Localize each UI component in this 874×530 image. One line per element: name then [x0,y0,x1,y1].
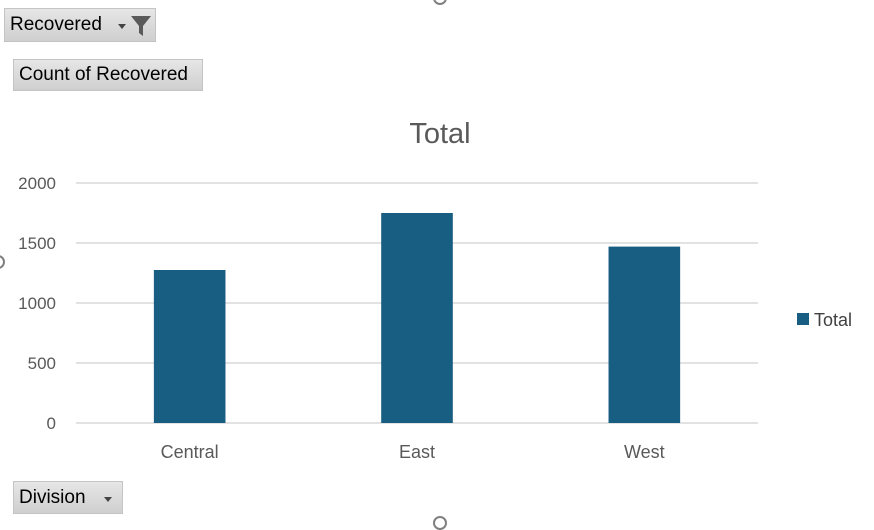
y-tick-label: 1000 [18,294,56,313]
axis-field-button[interactable]: Division [13,481,123,514]
filter-field-button[interactable]: Recovered [4,8,156,42]
value-field-button[interactable]: Count of Recovered [13,59,203,91]
x-category-label: East [399,442,435,462]
y-tick-label: 2000 [18,174,56,193]
y-axis-ticks: 0 500 1000 1500 2000 [18,174,56,433]
x-axis-labels: Central East West [161,442,665,462]
value-field-label: Count of Recovered [19,64,188,85]
axis-field-label: Division [19,486,86,508]
bar-central[interactable] [153,270,226,423]
y-tick-label: 1500 [18,234,56,253]
legend[interactable]: Total [797,310,852,330]
legend-label: Total [814,310,852,330]
bars [153,213,681,423]
y-tick-label: 500 [28,354,56,373]
chart-title: Total [409,118,470,150]
y-tick-label: 0 [47,414,56,433]
funnel-filter-icon [131,16,151,36]
bar-east[interactable] [381,213,453,423]
legend-swatch [797,313,809,325]
x-category-label: Central [161,442,219,462]
dropdown-arrow-icon [104,497,112,502]
filter-field-label: Recovered [10,14,102,35]
dropdown-arrow-icon [118,24,126,29]
x-category-label: West [624,442,665,462]
bar-west[interactable] [608,246,681,423]
